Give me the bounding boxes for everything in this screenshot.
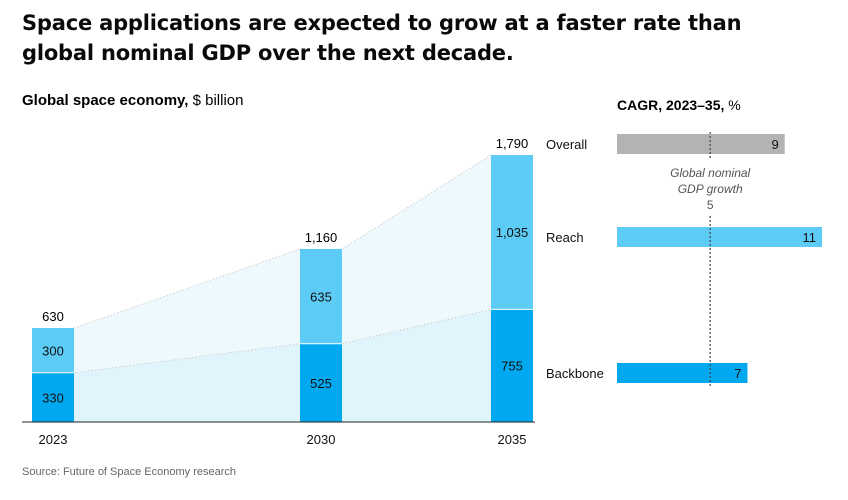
cagr-bar bbox=[617, 227, 822, 247]
backbone-bar bbox=[32, 372, 74, 422]
total-value-label: 1,790 bbox=[496, 136, 529, 151]
total-value-label: 630 bbox=[42, 309, 64, 324]
reach-value-label: 635 bbox=[310, 289, 332, 304]
backbone-connector bbox=[341, 308, 492, 345]
cagr-value-label: 9 bbox=[771, 137, 778, 152]
backbone-connector bbox=[73, 343, 301, 374]
source-note: Source: Future of Space Economy research bbox=[22, 466, 236, 478]
x-tick-label: 2030 bbox=[307, 432, 336, 447]
x-tick-label: 2035 bbox=[498, 432, 527, 447]
stack-chart-title: Global space economy, $ billion bbox=[22, 92, 244, 109]
reach-bar bbox=[300, 248, 342, 344]
cagr-category-label: Overall bbox=[546, 137, 587, 152]
gdp-reference-label: GDP growth bbox=[678, 182, 743, 196]
backbone-bar bbox=[491, 309, 533, 422]
reach-bar bbox=[491, 155, 533, 310]
cagr-value-label: 7 bbox=[734, 366, 741, 381]
cagr-category-label: Backbone bbox=[546, 366, 604, 381]
cagr-chart-unit: % bbox=[728, 97, 741, 113]
total-value-label: 1,160 bbox=[305, 230, 338, 245]
backbone-band bbox=[74, 343, 300, 422]
cagr-bar bbox=[617, 134, 785, 154]
backbone-value-label: 755 bbox=[501, 359, 523, 374]
headline: Space applications are expected to grow … bbox=[22, 11, 742, 65]
backbone-value-label: 525 bbox=[310, 376, 332, 391]
stack-chart-unit: $ billion bbox=[192, 92, 244, 109]
reach-value-label: 1,035 bbox=[496, 225, 529, 240]
cagr-value-label: 11 bbox=[803, 230, 817, 245]
reach-band bbox=[342, 155, 491, 344]
total-connector bbox=[73, 248, 301, 329]
backbone-value-label: 330 bbox=[42, 390, 64, 405]
gdp-reference-label: Global nominal bbox=[670, 166, 750, 180]
reach-value-label: 300 bbox=[42, 343, 64, 358]
reach-bar bbox=[32, 328, 74, 373]
reach-band bbox=[74, 248, 300, 373]
backbone-band bbox=[342, 309, 491, 422]
cagr-chart-title-bold: CAGR, 2023–35, bbox=[617, 97, 725, 113]
cagr-category-label: Reach bbox=[546, 230, 584, 245]
cagr-bar bbox=[617, 363, 748, 383]
stack-chart-title-bold: Global space economy, bbox=[22, 92, 189, 109]
total-connector bbox=[341, 154, 492, 250]
backbone-bar bbox=[300, 343, 342, 422]
x-tick-label: 2023 bbox=[39, 432, 68, 447]
cagr-chart-title: CAGR, 2023–35, % bbox=[617, 97, 741, 113]
gdp-reference-value: 5 bbox=[707, 198, 714, 212]
